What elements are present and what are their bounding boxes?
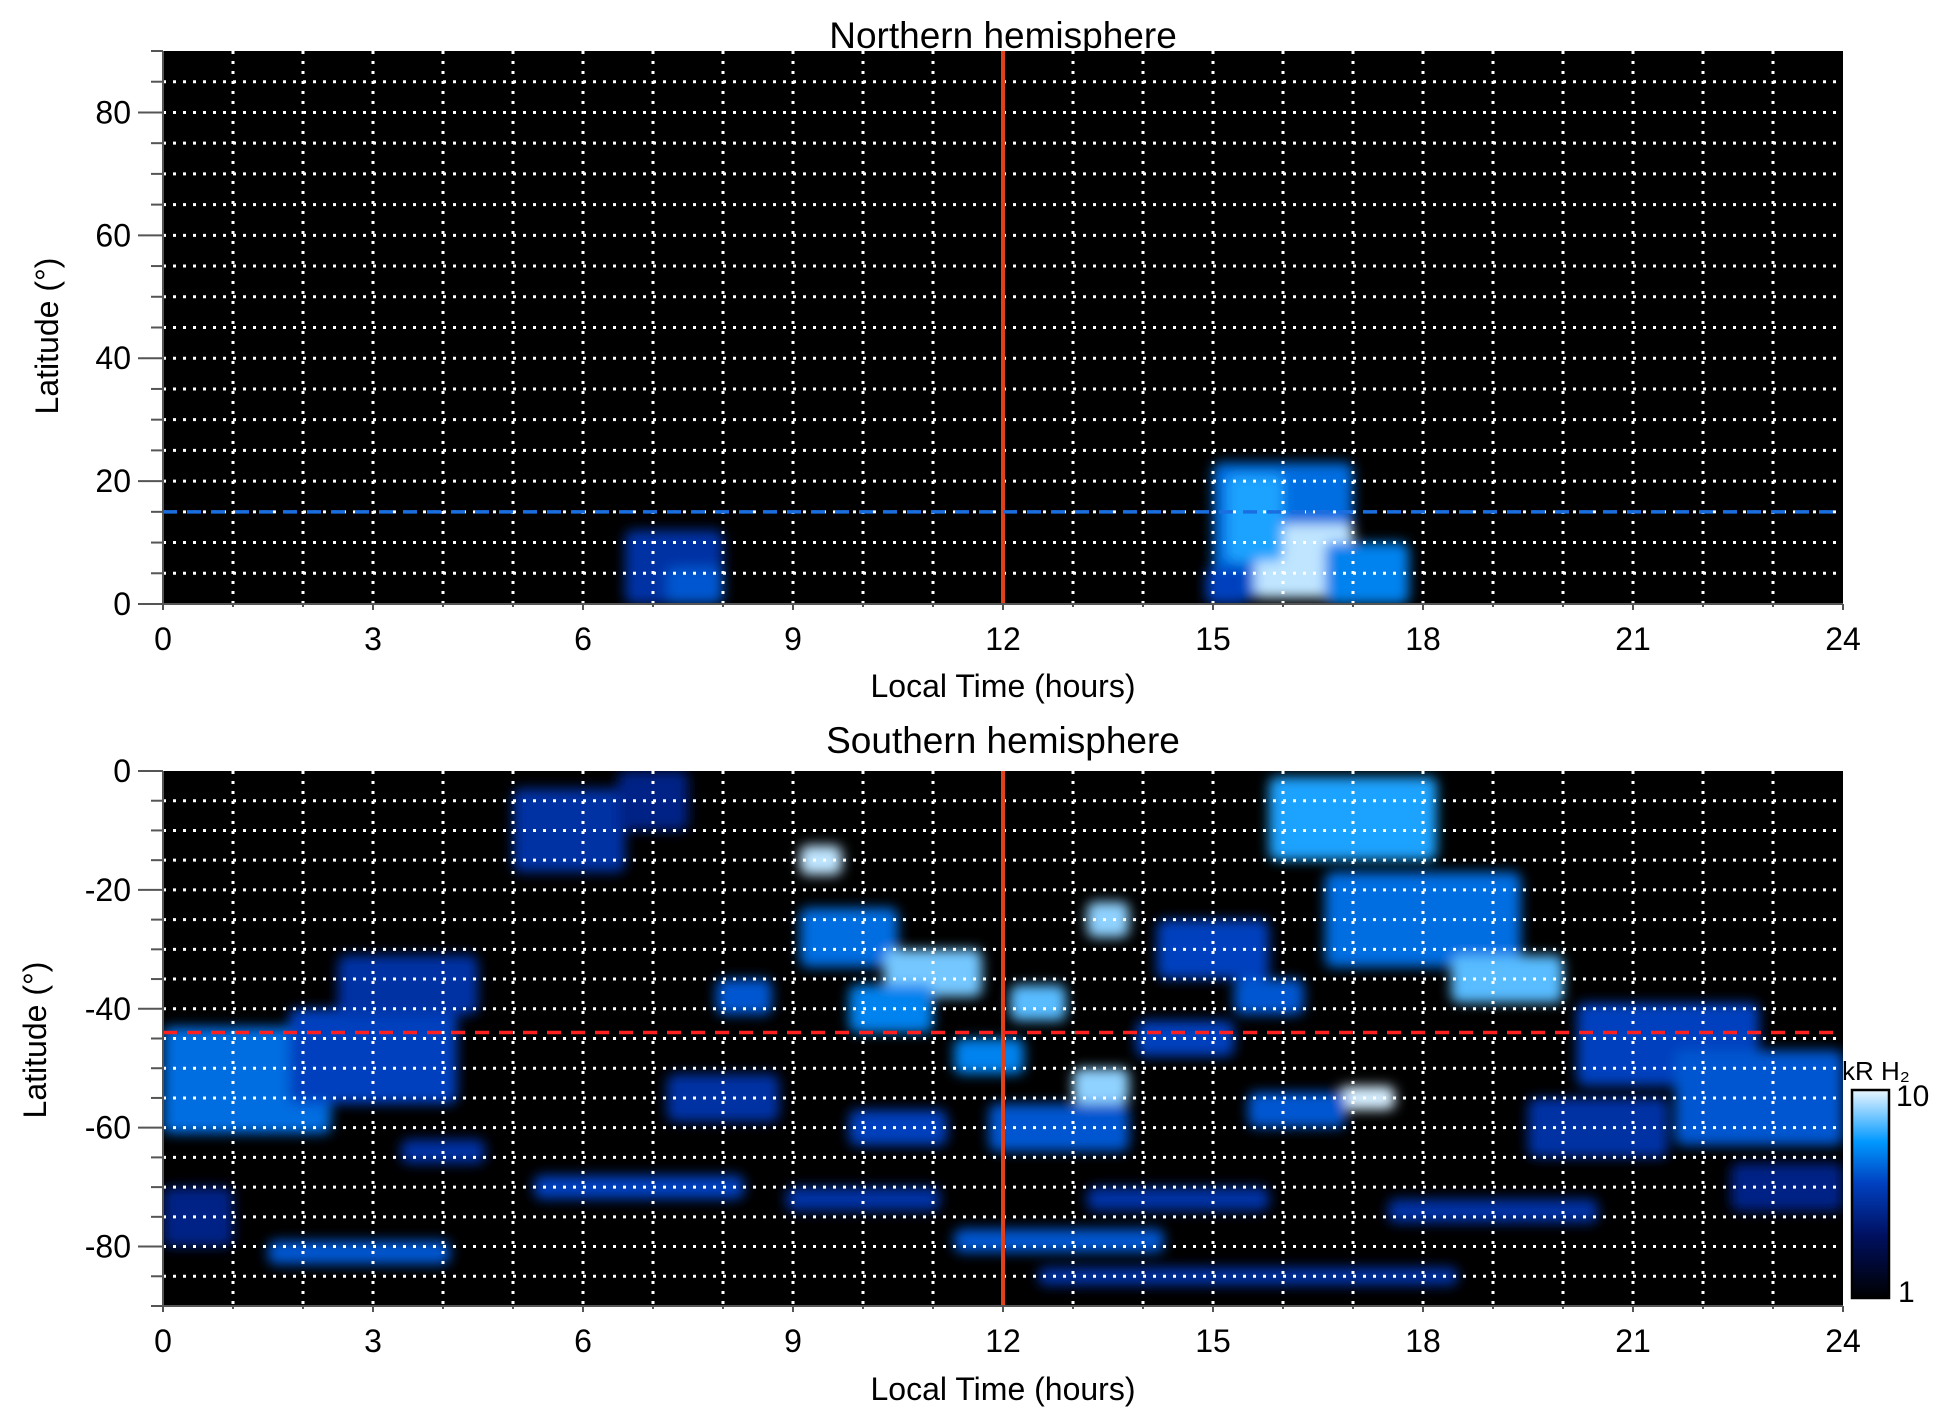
y-tick-label: 40 xyxy=(95,340,131,376)
south-title: Southern hemisphere xyxy=(826,720,1180,761)
emission-patch xyxy=(1451,955,1563,1003)
emission-patch xyxy=(1073,1068,1129,1104)
y-tick-label: -60 xyxy=(85,1110,131,1146)
x-tick-label: 21 xyxy=(1615,621,1651,657)
emission-patch xyxy=(1339,1086,1395,1110)
x-tick-label: 6 xyxy=(574,621,592,657)
emission-patch xyxy=(989,1103,1129,1152)
y-tick-label: -20 xyxy=(85,872,131,908)
north-title: Northern hemisphere xyxy=(829,15,1177,56)
emission-patch xyxy=(1227,474,1283,561)
colorbar-min-label: 1 xyxy=(1898,1276,1915,1309)
emission-patch xyxy=(954,1038,1024,1075)
southern-hemisphere-panel: Southern hemisphere Local Time (hours) L… xyxy=(17,720,1861,1407)
x-tick-label: 18 xyxy=(1405,621,1441,657)
x-tick-label: 15 xyxy=(1195,621,1231,657)
colorbar-max-label: 10 xyxy=(1896,1080,1929,1113)
south-ylabel: Latitude (°) xyxy=(17,962,53,1119)
x-tick-label: 9 xyxy=(784,621,802,657)
emission-patch xyxy=(800,845,842,876)
axes xyxy=(138,50,1844,610)
y-tick-label: 0 xyxy=(113,753,131,789)
emission-patch xyxy=(800,907,898,968)
x-tick-label: 0 xyxy=(154,621,172,657)
emission-patch xyxy=(1325,542,1409,604)
x-tick-label: 18 xyxy=(1405,1323,1441,1359)
north-xlabel: Local Time (hours) xyxy=(871,668,1136,704)
colorbar-gradient xyxy=(1850,1088,1891,1300)
x-tick-label: 21 xyxy=(1615,1323,1651,1359)
y-tick-label: 0 xyxy=(113,586,131,622)
emission-patch xyxy=(849,1109,947,1146)
emission-patch xyxy=(849,985,933,1033)
emission-patch xyxy=(163,1187,233,1247)
x-tick-label: 15 xyxy=(1195,1323,1231,1359)
y-tick-label: -80 xyxy=(85,1229,131,1265)
x-tick-label: 12 xyxy=(985,1323,1021,1359)
axes xyxy=(138,770,1844,1312)
x-tick-label: 24 xyxy=(1825,621,1861,657)
emission-patch xyxy=(1528,1097,1668,1158)
emission-patch xyxy=(1731,1163,1843,1211)
emission-patch xyxy=(716,979,772,1015)
x-tick-label: 3 xyxy=(364,621,382,657)
emission-patch xyxy=(1087,901,1129,938)
x-tick-label: 24 xyxy=(1825,1323,1861,1359)
north-ylabel: Latitude (°) xyxy=(29,258,65,415)
emission-patches xyxy=(625,462,1409,604)
x-tick-label: 3 xyxy=(364,1323,382,1359)
emission-patch xyxy=(954,1228,1164,1253)
emission-patch xyxy=(534,1175,744,1199)
x-tick-label: 9 xyxy=(784,1323,802,1359)
emission-patch xyxy=(786,1187,940,1211)
y-tick-label: 20 xyxy=(95,463,131,499)
south-xlabel: Local Time (hours) xyxy=(871,1371,1136,1407)
emission-patch xyxy=(1269,776,1437,861)
colorbar-label: kR H₂ xyxy=(1842,1056,1910,1086)
colorbar: kR H₂ 10 1 xyxy=(1842,1056,1929,1309)
emission-blur-layer xyxy=(625,462,1409,604)
emission-patch xyxy=(268,1240,450,1265)
emission-patch xyxy=(1234,979,1304,1015)
emission-patch xyxy=(667,567,723,604)
emission-patch xyxy=(1675,1050,1843,1146)
x-tick-label: 6 xyxy=(574,1323,592,1359)
emission-patch xyxy=(1248,1092,1346,1128)
y-tick-label: 60 xyxy=(95,217,131,253)
emission-patch xyxy=(338,955,478,1015)
emission-patch xyxy=(1206,567,1248,604)
emission-patch xyxy=(513,788,625,873)
northern-hemisphere-panel: Northern hemisphere Local Time (hours) L… xyxy=(29,15,1861,704)
x-tick-label: 0 xyxy=(154,1323,172,1359)
y-tick-label: 80 xyxy=(95,94,131,130)
y-tick-label: -40 xyxy=(85,991,131,1027)
emission-patch xyxy=(1087,1187,1269,1211)
emission-patch xyxy=(1010,985,1066,1021)
x-tick-label: 12 xyxy=(985,621,1021,657)
